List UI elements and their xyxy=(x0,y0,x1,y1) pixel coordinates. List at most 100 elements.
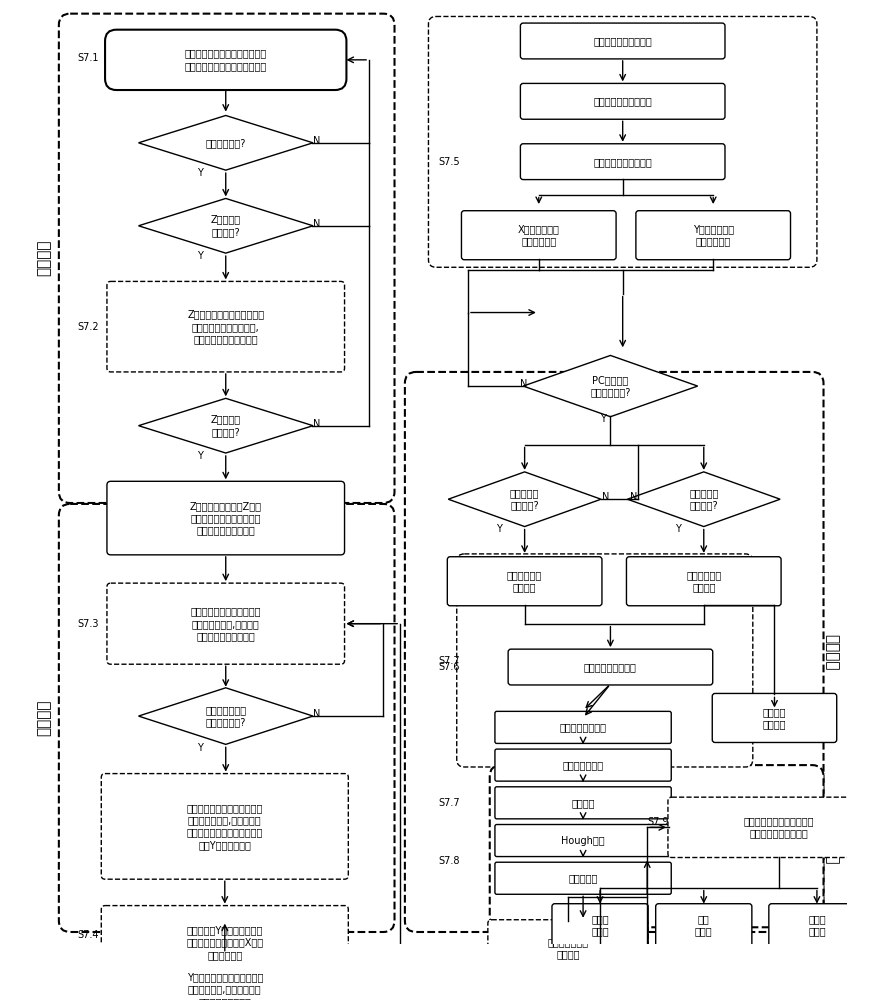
Text: 一种基于比较测量法的轴承内圈
多参数视觉测量系统程序初始化: 一种基于比较测量法的轴承内圈 多参数视觉测量系统程序初始化 xyxy=(185,49,267,71)
Text: 光学成像系统误差修正: 光学成像系统误差修正 xyxy=(593,157,652,167)
FancyBboxPatch shape xyxy=(495,862,671,894)
FancyBboxPatch shape xyxy=(521,83,725,119)
Text: S7.7: S7.7 xyxy=(438,798,460,808)
Polygon shape xyxy=(139,115,313,170)
FancyBboxPatch shape xyxy=(552,904,648,947)
FancyBboxPatch shape xyxy=(107,481,344,555)
Text: Y: Y xyxy=(496,524,502,534)
Text: 输送流程: 输送流程 xyxy=(37,700,51,736)
Polygon shape xyxy=(139,398,313,453)
Text: 测量结果显示、
打印报表: 测量结果显示、 打印报表 xyxy=(548,937,589,959)
FancyBboxPatch shape xyxy=(58,504,394,932)
Text: 灰度图像二值化: 灰度图像二值化 xyxy=(562,760,603,770)
Text: Z方向移动气缸带动升降滑台
上的顶杆向下运动并返回,
轴承内圈进入入料等待区: Z方向移动气缸带动升降滑台 上的顶杆向下运动并返回, 轴承内圈进入入料等待区 xyxy=(187,309,264,344)
FancyBboxPatch shape xyxy=(636,211,791,260)
FancyBboxPatch shape xyxy=(107,583,344,664)
Text: Y: Y xyxy=(197,743,203,753)
Text: 启动按钮按下?: 启动按钮按下? xyxy=(206,138,246,148)
Polygon shape xyxy=(448,472,601,527)
Text: 报废品
物料槽: 报废品 物料槽 xyxy=(808,914,826,937)
Text: S7.3: S7.3 xyxy=(78,619,99,629)
FancyBboxPatch shape xyxy=(105,30,346,90)
Text: 测量流程: 测量流程 xyxy=(825,634,840,670)
Text: 轴承推出盘将轴承内圈推入到
卡规式输送架中,横移气缸将
卡规式输送架中的轴承内圈推
送至Y方向机械手处: 轴承推出盘将轴承内圈推入到 卡规式输送架中,横移气缸将 卡规式输送架中的轴承内圈… xyxy=(187,803,263,850)
Text: N: N xyxy=(313,136,321,146)
FancyBboxPatch shape xyxy=(495,711,671,743)
Polygon shape xyxy=(523,355,698,417)
Text: S7.5: S7.5 xyxy=(438,157,460,167)
Text: 轴向、径向测量
装置测量完毕?: 轴向、径向测量 装置测量完毕? xyxy=(205,705,246,727)
Text: 边缘检测: 边缘检测 xyxy=(571,798,595,808)
FancyBboxPatch shape xyxy=(487,920,648,976)
Text: N: N xyxy=(602,492,610,502)
Text: N: N xyxy=(520,379,528,389)
FancyBboxPatch shape xyxy=(101,906,348,979)
Text: 径向测量工
位有零件?: 径向测量工 位有零件? xyxy=(510,488,539,510)
FancyBboxPatch shape xyxy=(521,144,725,180)
Text: Z方向机械
手有零件?: Z方向机械 手有零件? xyxy=(211,414,241,437)
FancyBboxPatch shape xyxy=(428,16,817,267)
Text: Z方向移动气缸带动Z方向
机械手中抓取的轴承内圈向
下运动至装夹工位前方: Z方向移动气缸带动Z方向 机械手中抓取的轴承内圈向 下运动至装夹工位前方 xyxy=(190,501,262,535)
FancyBboxPatch shape xyxy=(668,797,872,858)
Text: N: N xyxy=(313,219,321,229)
Text: 轴向测量工
位有零件?: 轴向测量工 位有零件? xyxy=(689,488,719,510)
FancyBboxPatch shape xyxy=(495,787,671,819)
Text: N: N xyxy=(630,492,637,502)
Text: Hough变换: Hough变换 xyxy=(562,836,605,846)
Text: Y: Y xyxy=(197,451,203,461)
Text: S7.8: S7.8 xyxy=(438,856,460,866)
Text: Y方向光学成像
系统标定完毕: Y方向光学成像 系统标定完毕 xyxy=(692,224,733,246)
Text: S7.9: S7.9 xyxy=(647,817,669,827)
Text: 分选流程: 分选流程 xyxy=(825,828,840,864)
Text: Y: Y xyxy=(197,251,203,261)
Polygon shape xyxy=(627,472,780,527)
Text: Y: Y xyxy=(676,524,681,534)
Text: 捕获图像
实时显示: 捕获图像 实时显示 xyxy=(763,707,787,729)
Text: S7.1: S7.1 xyxy=(78,53,99,63)
Text: 轴向测量相机
捕获图像: 轴向测量相机 捕获图像 xyxy=(686,570,721,592)
Text: X方向光学成像
系统标定完毕: X方向光学成像 系统标定完毕 xyxy=(518,224,560,246)
Text: 连杆式推出机构将轴承内圈
推送至装夹工位,气动动力
卡盘夹紧定位轴承内圈: 连杆式推出机构将轴承内圈 推送至装夹工位,气动动力 卡盘夹紧定位轴承内圈 xyxy=(190,606,261,641)
FancyBboxPatch shape xyxy=(405,372,823,932)
FancyBboxPatch shape xyxy=(495,749,671,781)
FancyBboxPatch shape xyxy=(101,774,348,879)
Polygon shape xyxy=(139,198,313,253)
Text: S7.7: S7.7 xyxy=(438,656,460,666)
FancyBboxPatch shape xyxy=(447,557,602,606)
Text: 分选气缸带动筛选滑板上的
出料口移动至对应位置: 分选气缸带动筛选滑板上的 出料口移动至对应位置 xyxy=(744,816,814,839)
Text: 合格品
物料槽: 合格品 物料槽 xyxy=(591,914,609,937)
FancyBboxPatch shape xyxy=(626,557,781,606)
Text: S7.4: S7.4 xyxy=(78,930,99,940)
FancyBboxPatch shape xyxy=(107,281,344,372)
FancyBboxPatch shape xyxy=(461,211,617,260)
FancyBboxPatch shape xyxy=(769,904,865,947)
FancyBboxPatch shape xyxy=(101,953,348,1000)
Text: Z方向机械
手有零件?: Z方向机械 手有零件? xyxy=(211,215,241,237)
Text: PC机接收到
定位结束信号?: PC机接收到 定位结束信号? xyxy=(590,375,630,397)
Text: 升降气缸将Y方向机械手中的
抓取的轴承内圈推送至X方向
测量工位前方: 升降气缸将Y方向机械手中的 抓取的轴承内圈推送至X方向 测量工位前方 xyxy=(187,925,263,960)
Text: 入料流程: 入料流程 xyxy=(37,240,51,276)
FancyBboxPatch shape xyxy=(490,765,823,927)
FancyBboxPatch shape xyxy=(457,554,753,767)
FancyBboxPatch shape xyxy=(521,23,725,59)
Text: 图像数据平滑处理: 图像数据平滑处理 xyxy=(560,722,607,732)
Text: 次品
物料槽: 次品 物料槽 xyxy=(695,914,712,937)
Text: 光学成像系统位置标定: 光学成像系统位置标定 xyxy=(593,36,652,46)
Polygon shape xyxy=(139,688,313,744)
FancyBboxPatch shape xyxy=(495,825,671,857)
Text: 径向测量相机
捕获图像: 径向测量相机 捕获图像 xyxy=(507,570,542,592)
FancyBboxPatch shape xyxy=(656,904,752,947)
Text: 光学成像系统像素标定: 光学成像系统像素标定 xyxy=(593,96,652,106)
Text: S7.2: S7.2 xyxy=(78,322,99,332)
FancyBboxPatch shape xyxy=(58,14,394,503)
FancyBboxPatch shape xyxy=(712,693,837,742)
Text: N: N xyxy=(313,419,321,429)
Text: 亚像素细分: 亚像素细分 xyxy=(569,873,598,883)
Text: 数据采集卡采集数据: 数据采集卡采集数据 xyxy=(584,662,637,672)
Text: Y: Y xyxy=(600,414,606,424)
Text: Y方向推送气缸将轴承内圈推
送至装夹工位,内胀式弹簧夹
具夹紧定位轴承内圈: Y方向推送气缸将轴承内圈推 送至装夹工位,内胀式弹簧夹 具夹紧定位轴承内圈 xyxy=(187,972,263,1000)
Text: Y: Y xyxy=(197,168,203,178)
FancyBboxPatch shape xyxy=(508,649,712,685)
Text: N: N xyxy=(313,709,321,719)
Text: S7.6: S7.6 xyxy=(438,662,460,672)
